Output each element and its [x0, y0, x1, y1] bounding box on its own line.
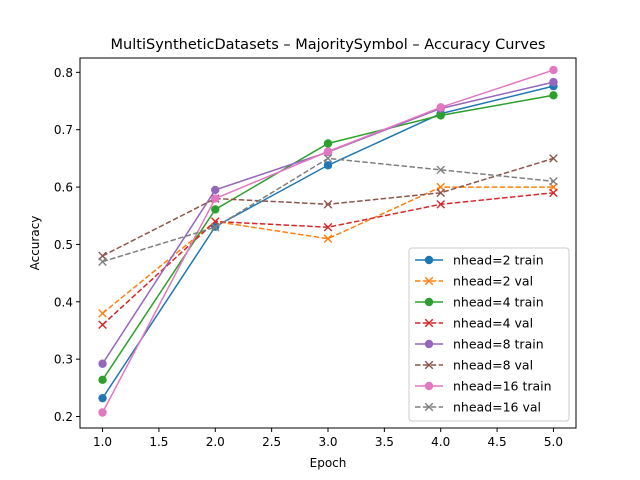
legend-item: nhead=8 val	[415, 358, 533, 373]
legend-label: nhead=8 train	[453, 337, 544, 352]
data-point	[436, 199, 446, 209]
y-tick-label: 0.6	[54, 181, 73, 195]
data-point	[98, 308, 107, 318]
data-point	[323, 222, 333, 232]
data-point	[98, 257, 107, 266]
legend-label: nhead=8 val	[453, 358, 533, 373]
y-axis-label: Accuracy	[28, 216, 42, 271]
data-point	[211, 205, 220, 214]
y-axis: 0.2 0.3 0.4 0.5 0.6 0.7 0.8	[54, 66, 80, 424]
data-point	[323, 161, 333, 170]
data-point	[98, 320, 107, 330]
x-tick-label: 2.5	[262, 435, 281, 449]
series-line	[102, 186, 554, 314]
legend-label: nhead=2 val	[453, 274, 533, 289]
chart-title: MultiSyntheticDatasets – MajoritySymbol …	[111, 37, 546, 53]
data-point	[98, 408, 107, 417]
y-tick-label: 0.7	[54, 123, 73, 137]
data-point	[210, 222, 220, 232]
data-point	[436, 165, 446, 175]
series-line	[102, 157, 554, 257]
x-tick-label: 4.5	[488, 435, 507, 449]
data-point	[98, 375, 107, 385]
legend-item: nhead=2 val	[415, 274, 533, 289]
legend-item: nhead=16 val	[415, 400, 541, 415]
y-tick-label: 0.4	[54, 295, 73, 309]
legend-item: nhead=8 train	[415, 337, 544, 352]
data-point	[424, 381, 434, 391]
legend-item: nhead=4 val	[415, 316, 533, 331]
data-point	[549, 77, 558, 87]
legend-item: nhead=2 train	[415, 253, 544, 268]
x-tick-label: 1.0	[93, 435, 112, 449]
data-point	[436, 188, 446, 198]
series-nhead-16-val	[98, 154, 558, 266]
data-point	[424, 318, 434, 328]
data-point	[436, 111, 445, 120]
series-line	[102, 157, 554, 263]
data-point	[549, 177, 558, 186]
legend-label: nhead=4 val	[453, 316, 533, 331]
plot-area	[98, 65, 558, 417]
data-point	[424, 360, 434, 370]
data-point	[549, 91, 558, 100]
legend-item: nhead=4 train	[415, 295, 544, 310]
data-point	[323, 234, 333, 243]
data-point	[436, 103, 445, 112]
data-point	[424, 339, 434, 349]
x-axis-label: Epoch	[310, 456, 347, 470]
legend-label: nhead=2 train	[453, 253, 544, 268]
legend: nhead=2 train nhead=2 val nhead=4 train nhe…	[408, 247, 570, 422]
data-point	[549, 65, 558, 75]
data-point	[98, 393, 107, 403]
data-point	[98, 359, 107, 368]
series-nhead-8-val	[98, 154, 558, 261]
data-point	[211, 194, 220, 203]
data-point	[323, 199, 333, 209]
series-nhead-16-train	[98, 65, 558, 417]
x-tick-label: 3.5	[375, 435, 394, 449]
legend-label: nhead=16 val	[453, 400, 541, 415]
y-tick-label: 0.5	[54, 238, 73, 252]
legend-label: nhead=16 train	[453, 379, 552, 394]
data-point	[424, 297, 434, 307]
data-point	[323, 139, 333, 148]
x-tick-label: 2.0	[206, 435, 225, 449]
data-point	[323, 147, 333, 156]
x-axis: 1.0 1.5 2.0 2.5 3.0 3.5 4.0 4.5 5.0	[93, 428, 563, 449]
y-tick-label: 0.3	[54, 353, 73, 367]
data-point	[549, 188, 558, 198]
data-point	[424, 276, 434, 286]
legend-box	[408, 247, 570, 422]
data-point	[211, 185, 220, 195]
data-point	[424, 402, 434, 412]
legend-label: nhead=4 train	[453, 295, 544, 310]
x-tick-label: 4.0	[431, 435, 450, 449]
data-point	[323, 154, 333, 163]
y-tick-label: 0.8	[54, 66, 73, 80]
series-nhead-4-train	[98, 91, 558, 385]
data-point	[424, 255, 434, 265]
x-tick-label: 5.0	[544, 435, 563, 449]
y-tick-label: 0.2	[54, 410, 73, 424]
data-point	[549, 154, 558, 163]
x-tick-label: 1.5	[149, 435, 168, 449]
legend-item: nhead=16 train	[415, 379, 552, 394]
x-tick-label: 3.0	[318, 435, 337, 449]
